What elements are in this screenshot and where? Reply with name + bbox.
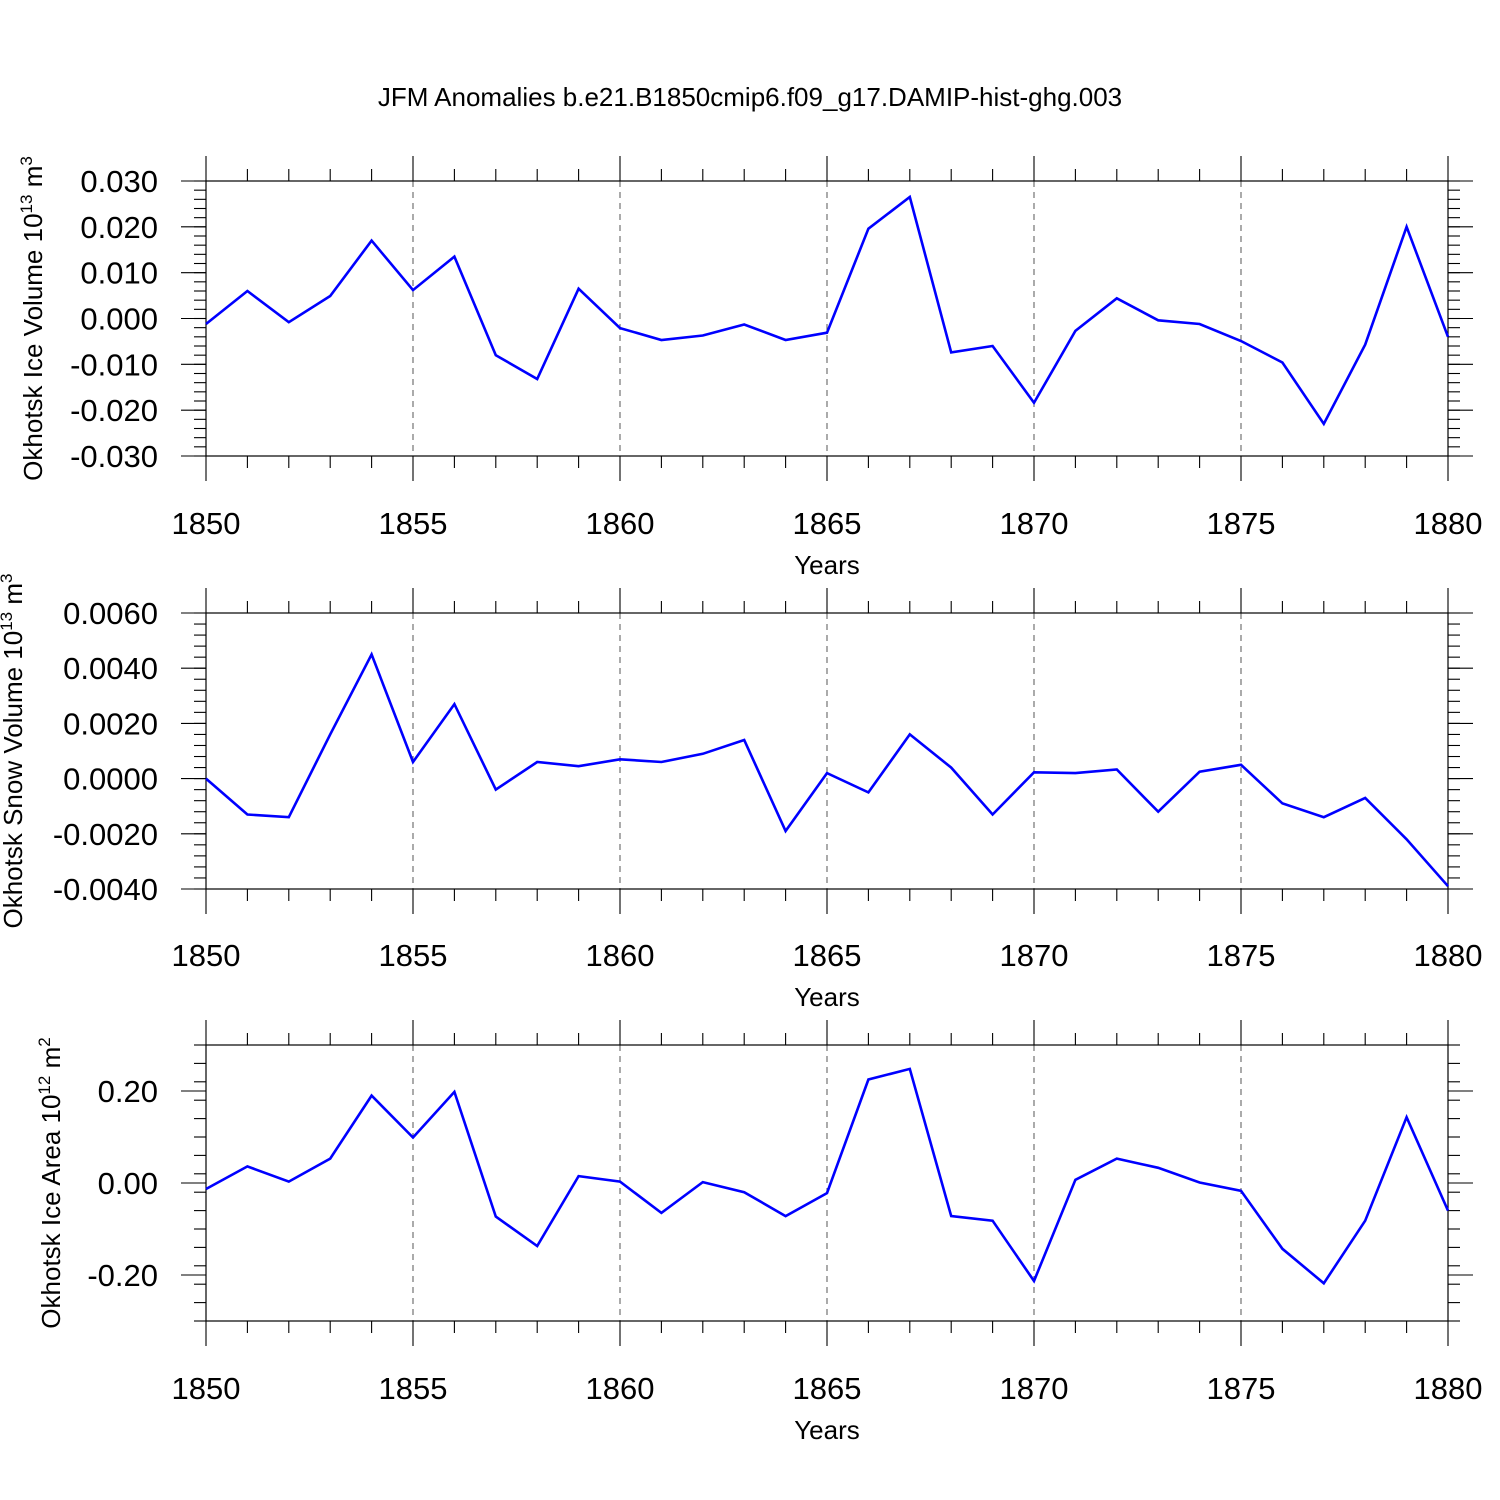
y-tick-label: 0.0000 bbox=[63, 762, 158, 797]
y-tick-label: 0.0020 bbox=[63, 706, 158, 741]
x-tick-label: 1860 bbox=[586, 506, 655, 541]
x-tick-label: 1875 bbox=[1207, 938, 1276, 973]
x-tick-label: 1865 bbox=[793, 506, 862, 541]
y-tick-label: 0.0060 bbox=[63, 596, 158, 631]
panel-1: 0.030 0.020 0.010 0.000 -0.010 -0.020 -0.030 18… bbox=[17, 156, 1482, 580]
x-axis-title: Years bbox=[794, 1415, 860, 1445]
y-axis-title: Okhotsk Ice Area 1012 m2 bbox=[35, 1037, 66, 1328]
y-axis-title: Okhotsk Snow Volume 1013 m3 bbox=[0, 574, 28, 929]
y-axis-title: Okhotsk Ice Volume 1013 m3 bbox=[17, 156, 48, 481]
series-line bbox=[205, 1067, 1450, 1286]
x-tick-label: 1865 bbox=[793, 938, 862, 973]
x-tick-label: 1870 bbox=[1000, 938, 1069, 973]
x-tick-label: 1870 bbox=[1000, 1371, 1069, 1406]
y-tick-label: -0.010 bbox=[70, 347, 158, 382]
x-tick-label: 1860 bbox=[586, 938, 655, 973]
y-tick-label: 0.00 bbox=[98, 1166, 158, 1201]
x-tick-label: 1855 bbox=[379, 506, 448, 541]
x-tick-label: 1870 bbox=[1000, 506, 1069, 541]
y-tick-label: -0.0020 bbox=[53, 817, 158, 852]
x-tick-label: 1850 bbox=[172, 506, 241, 541]
y-tick-label: 0.020 bbox=[80, 210, 158, 245]
y-tick-label: 0.030 bbox=[80, 164, 158, 199]
x-tick-label: 1850 bbox=[172, 1371, 241, 1406]
y-tick-label: -0.020 bbox=[70, 393, 158, 428]
x-tick-label: 1875 bbox=[1207, 1371, 1276, 1406]
x-axis-title: Years bbox=[794, 982, 860, 1012]
chart-title: JFM Anomalies b.e21.B1850cmip6.f09_g17.D… bbox=[378, 82, 1122, 112]
y-tick-label: 0.0040 bbox=[63, 651, 158, 686]
x-tick-label: 1850 bbox=[172, 938, 241, 973]
y-tick-label: -0.030 bbox=[70, 439, 158, 474]
y-tick-label: 0.000 bbox=[80, 302, 158, 337]
x-tick-label: 1860 bbox=[586, 1371, 655, 1406]
panel-3: 0.20 0.00 -0.20 1850 1855 1860 1865 1870 1875 188… bbox=[35, 1020, 1482, 1445]
y-tick-label: 0.20 bbox=[98, 1074, 158, 1109]
y-tick-label: 0.010 bbox=[80, 256, 158, 291]
panel-2: 0.0060 0.0040 0.0020 0.0000 -0.0020 -0.0040 18… bbox=[0, 574, 1482, 1013]
y-tick-label: -0.0040 bbox=[53, 872, 158, 907]
x-tick-label: 1855 bbox=[379, 1371, 448, 1406]
x-axis-title: Years bbox=[794, 550, 860, 580]
x-tick-label: 1865 bbox=[793, 1371, 862, 1406]
x-tick-label: 1880 bbox=[1414, 506, 1483, 541]
x-tick-label: 1880 bbox=[1414, 1371, 1483, 1406]
x-tick-label: 1880 bbox=[1414, 938, 1483, 973]
series-line bbox=[205, 194, 1450, 427]
y-tick-label: -0.20 bbox=[87, 1258, 158, 1293]
series-line bbox=[205, 651, 1449, 888]
x-tick-label: 1875 bbox=[1207, 506, 1276, 541]
panels: 0.030 0.020 0.010 0.000 -0.010 -0.020 -0.030 18… bbox=[0, 156, 1482, 1445]
x-tick-label: 1855 bbox=[379, 938, 448, 973]
